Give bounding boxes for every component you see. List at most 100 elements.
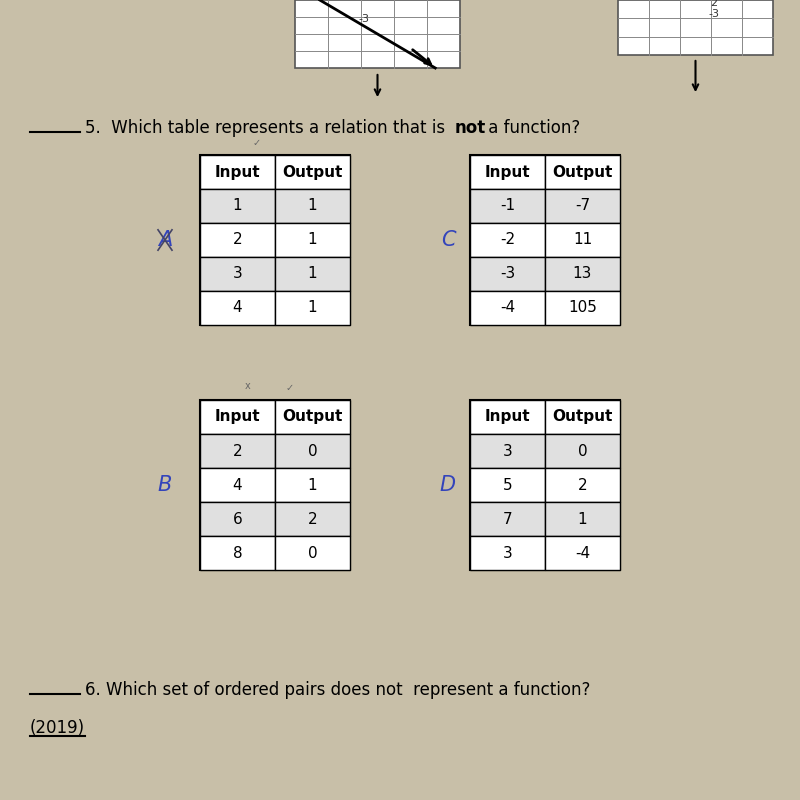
Bar (200, 155, 275, 189)
Text: 2: 2 (710, 0, 718, 8)
Text: -3: -3 (358, 14, 370, 24)
Bar (545, 291, 620, 325)
Text: 6: 6 (233, 511, 242, 526)
Bar (470, 189, 545, 223)
Bar (200, 400, 350, 570)
Bar (470, 502, 545, 536)
Bar (275, 468, 350, 502)
Text: 2: 2 (308, 511, 318, 526)
Text: Input: Input (485, 165, 530, 179)
Text: C: C (441, 230, 455, 250)
Text: 7: 7 (502, 511, 512, 526)
Bar (275, 155, 350, 189)
Text: -3: -3 (500, 266, 515, 282)
Bar (470, 400, 620, 570)
Text: 11: 11 (573, 233, 592, 247)
Bar (200, 291, 275, 325)
Text: 1: 1 (308, 198, 318, 214)
Bar (470, 400, 545, 434)
Bar (200, 257, 275, 291)
Bar (545, 502, 620, 536)
Bar (0, 85, 800, 715)
Text: 13: 13 (573, 266, 592, 282)
Text: 1: 1 (308, 266, 318, 282)
Bar (545, 434, 620, 468)
Bar (545, 400, 620, 434)
Text: (2019): (2019) (30, 719, 85, 737)
Bar (275, 536, 350, 570)
Bar (618, 0, 773, 55)
Bar (200, 189, 275, 223)
Bar (275, 502, 350, 536)
Bar (470, 155, 620, 325)
Text: ✓: ✓ (286, 383, 294, 393)
Bar (470, 291, 545, 325)
Bar (200, 502, 275, 536)
Bar (545, 155, 620, 189)
Text: 4: 4 (233, 478, 242, 493)
Text: -7: -7 (575, 198, 590, 214)
Text: 5.  Which table represents a relation that is: 5. Which table represents a relation tha… (85, 119, 450, 137)
Text: Output: Output (282, 165, 342, 179)
Text: 1: 1 (308, 301, 318, 315)
Text: ✓: ✓ (253, 138, 261, 148)
Text: 0: 0 (308, 443, 318, 458)
Bar (470, 536, 545, 570)
Text: 4: 4 (233, 301, 242, 315)
Bar (200, 434, 275, 468)
Bar (200, 400, 275, 434)
Bar (275, 400, 350, 434)
Bar (545, 468, 620, 502)
Text: -4: -4 (575, 546, 590, 561)
Text: 5: 5 (502, 478, 512, 493)
Text: a function?: a function? (483, 119, 580, 137)
Text: 2: 2 (233, 233, 242, 247)
Bar (200, 468, 275, 502)
Text: 1: 1 (308, 478, 318, 493)
Text: 2: 2 (578, 478, 587, 493)
Bar (545, 536, 620, 570)
Text: 1: 1 (578, 511, 587, 526)
Text: B: B (158, 475, 172, 495)
Bar (545, 189, 620, 223)
Text: 2: 2 (233, 443, 242, 458)
Bar (275, 189, 350, 223)
Text: Input: Input (214, 410, 260, 425)
Bar (545, 257, 620, 291)
Text: 1: 1 (233, 198, 242, 214)
Text: 0: 0 (578, 443, 587, 458)
Bar (470, 155, 545, 189)
Bar (200, 536, 275, 570)
Text: -4: -4 (500, 301, 515, 315)
Text: 3: 3 (502, 443, 512, 458)
Text: Input: Input (485, 410, 530, 425)
Bar (470, 434, 545, 468)
Text: -3: -3 (709, 9, 720, 18)
Bar (470, 223, 545, 257)
Text: not: not (455, 119, 486, 137)
Bar (295, 0, 460, 68)
Text: -1: -1 (500, 198, 515, 214)
Bar (275, 291, 350, 325)
Text: 0: 0 (308, 546, 318, 561)
Text: 105: 105 (568, 301, 597, 315)
Bar (470, 257, 545, 291)
Text: 1: 1 (308, 233, 318, 247)
Bar (470, 468, 545, 502)
Text: 6. Which set of ordered pairs does not  represent a function?: 6. Which set of ordered pairs does not r… (85, 681, 590, 699)
Text: -2: -2 (500, 233, 515, 247)
Text: Output: Output (552, 410, 613, 425)
Bar (275, 257, 350, 291)
Text: x: x (245, 381, 251, 391)
Bar (275, 223, 350, 257)
Text: 3: 3 (233, 266, 242, 282)
Bar (200, 223, 275, 257)
Text: Output: Output (282, 410, 342, 425)
Bar (275, 434, 350, 468)
Text: Input: Input (214, 165, 260, 179)
Bar (545, 223, 620, 257)
Text: 3: 3 (502, 546, 512, 561)
Text: 8: 8 (233, 546, 242, 561)
Text: Output: Output (552, 165, 613, 179)
Text: D: D (440, 475, 456, 495)
